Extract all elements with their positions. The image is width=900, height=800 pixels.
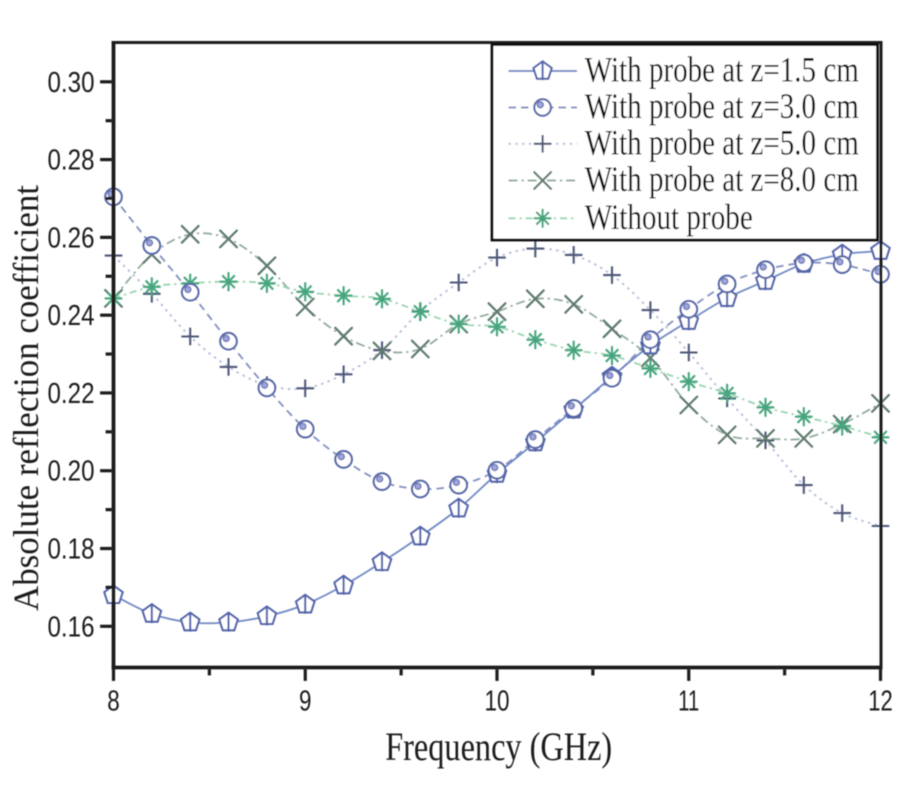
- svg-text:9: 9: [299, 686, 312, 718]
- svg-text:Frequency (GHz): Frequency (GHz): [385, 724, 612, 769]
- svg-text:0.22: 0.22: [48, 378, 95, 410]
- svg-text:12: 12: [868, 686, 893, 718]
- svg-text:0.18: 0.18: [48, 534, 95, 566]
- svg-text:0.16: 0.16: [48, 611, 95, 643]
- svg-text:8: 8: [107, 686, 120, 718]
- svg-text:0.26: 0.26: [48, 222, 95, 254]
- svg-text:0.20: 0.20: [48, 456, 95, 488]
- svg-text:Absolute reflection coefficien: Absolute reflection coefficient: [6, 185, 46, 611]
- svg-text:With probe at z=8.0 cm: With probe at z=8.0 cm: [585, 159, 859, 199]
- svg-text:10: 10: [485, 686, 510, 718]
- svg-text:11: 11: [678, 686, 699, 718]
- svg-text:Without probe: Without probe: [585, 197, 753, 237]
- svg-text:With probe at z=5.0 cm: With probe at z=5.0 cm: [585, 122, 859, 162]
- svg-text:With probe at z=1.5 cm: With probe at z=1.5 cm: [585, 50, 859, 90]
- svg-text:0.28: 0.28: [48, 145, 95, 177]
- svg-text:0.24: 0.24: [48, 300, 95, 332]
- svg-text:With probe at z=3.0 cm: With probe at z=3.0 cm: [585, 86, 859, 126]
- svg-text:0.30: 0.30: [48, 67, 95, 99]
